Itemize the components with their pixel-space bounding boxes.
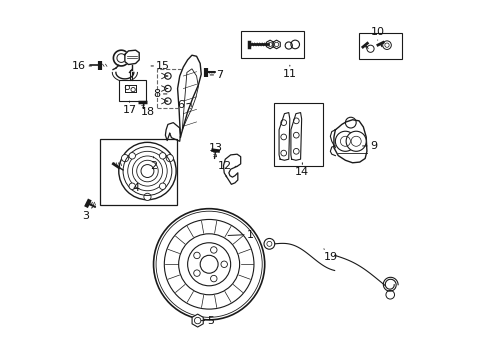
Text: 4: 4 [132,180,139,193]
Bar [157,69,191,108]
Circle shape [129,153,135,159]
Circle shape [346,131,366,151]
Polygon shape [166,123,180,141]
Text: 6: 6 [177,100,190,110]
Text: 10: 10 [371,27,385,40]
Text: 1: 1 [228,230,254,239]
Text: 14: 14 [295,163,310,177]
Polygon shape [223,154,241,184]
Circle shape [188,243,231,286]
Polygon shape [334,120,367,163]
Text: 9: 9 [363,141,377,151]
Text: 8: 8 [153,89,167,99]
Text: 11: 11 [283,65,297,79]
Bar [100,139,177,205]
Circle shape [335,131,355,151]
Circle shape [122,154,129,162]
Text: 7: 7 [210,70,223,80]
Polygon shape [291,113,302,160]
Circle shape [179,234,240,295]
Circle shape [153,209,265,320]
Circle shape [159,153,166,159]
Circle shape [159,183,166,189]
Text: 5: 5 [201,316,215,325]
Circle shape [141,165,154,177]
Polygon shape [125,50,139,64]
Circle shape [129,183,135,189]
Text: 12: 12 [218,161,237,171]
Circle shape [221,261,227,267]
Text: 19: 19 [324,249,338,262]
Text: 2: 2 [150,157,157,171]
Bar [242,31,304,58]
Circle shape [211,275,217,282]
Circle shape [119,142,176,200]
Circle shape [211,247,217,253]
Text: 16: 16 [73,61,92,71]
Text: 18: 18 [141,103,155,117]
Circle shape [200,255,218,273]
Bar [359,33,402,59]
Text: 3: 3 [82,207,93,221]
Circle shape [144,193,151,201]
Circle shape [166,154,173,162]
Text: 13: 13 [209,143,223,157]
Polygon shape [279,113,290,160]
Text: 17: 17 [122,101,137,115]
Text: 15: 15 [151,61,170,71]
Circle shape [164,220,254,309]
Circle shape [194,252,200,258]
Bar [274,103,323,166]
Bar [119,80,146,101]
Circle shape [194,270,200,276]
Polygon shape [177,55,201,137]
